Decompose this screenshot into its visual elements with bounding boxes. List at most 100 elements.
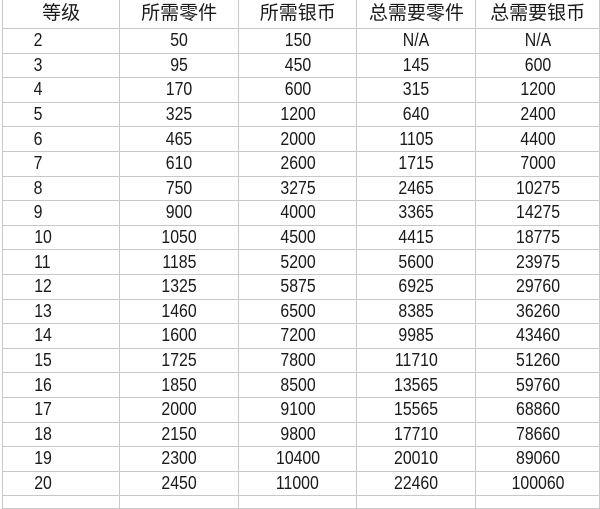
total-silver-cell: 7000 bbox=[475, 150, 600, 177]
level-cell-text: 15 bbox=[34, 350, 52, 371]
silver-cell-text: 5200 bbox=[280, 251, 316, 272]
parts-cell-text: 170 bbox=[165, 79, 193, 100]
header-level: 等级 bbox=[1, 0, 121, 29]
parts-cell-text: 95 bbox=[170, 54, 188, 75]
silver-cell-text: 4000 bbox=[280, 202, 316, 223]
table-row: 5 325 1200 640 2400 bbox=[1, 101, 600, 128]
silver-cell-text: 6500 bbox=[280, 300, 316, 321]
silver-cell-text: 7200 bbox=[280, 325, 316, 346]
level-cell-text: 2 bbox=[33, 30, 43, 51]
silver-cell-text: 4500 bbox=[280, 227, 316, 248]
silver-cell-text: 450 bbox=[284, 54, 311, 75]
total-parts-cell-text: 22460 bbox=[394, 472, 439, 493]
silver-cell: 10400 bbox=[237, 446, 358, 472]
total-parts-cell-text: 6925 bbox=[398, 276, 434, 297]
silver-cell: 5875 bbox=[237, 273, 358, 300]
parts-cell: 2000 bbox=[119, 396, 239, 423]
level-cell-text: 5 bbox=[33, 104, 43, 125]
table-row: 10 1050 4500 4415 18775 bbox=[1, 224, 600, 251]
total-parts-cell: 640 bbox=[356, 101, 477, 128]
total-parts-cell: 15565 bbox=[356, 396, 477, 423]
total-silver-cell: 10275 bbox=[475, 175, 600, 202]
level-cell-text: 8 bbox=[33, 177, 43, 198]
total-silver-cell: 68860 bbox=[475, 396, 600, 423]
total-silver-cell: 100060 bbox=[475, 470, 600, 497]
total-parts-cell: 2465 bbox=[356, 175, 477, 202]
level-cell-text: 12 bbox=[34, 276, 52, 297]
total-parts-cell: 1715 bbox=[356, 150, 477, 177]
level-cell-text: 20 bbox=[34, 472, 52, 493]
level-cell: 18 bbox=[1, 421, 121, 448]
level-cell: 4 bbox=[1, 77, 121, 103]
parts-cell: 2300 bbox=[119, 446, 239, 472]
parts-cell-text: 1050 bbox=[161, 227, 197, 248]
level-cell: 15 bbox=[1, 347, 121, 374]
parts-cell: 465 bbox=[119, 126, 239, 152]
level-cell: 12 bbox=[1, 273, 121, 300]
total-parts-cell: 20010 bbox=[356, 446, 477, 472]
level-cell-text: 19 bbox=[34, 448, 52, 469]
total-silver-cell: 4400 bbox=[475, 126, 600, 152]
level-cell: 11 bbox=[1, 249, 121, 275]
empty-cell bbox=[1, 495, 121, 509]
parts-cell-text: 465 bbox=[165, 128, 193, 149]
silver-cell-text: 9100 bbox=[280, 399, 316, 420]
total-parts-cell: 315 bbox=[356, 77, 477, 103]
table-row: 6 465 2000 1105 4400 bbox=[1, 126, 600, 152]
table-row: 14 1600 7200 9985 43460 bbox=[1, 323, 600, 349]
header-row: 等级 所需零件 所需银币 总需要零件 总需要银币 bbox=[1, 0, 600, 29]
parts-cell-text: 2150 bbox=[161, 423, 197, 444]
silver-cell-text: 8500 bbox=[280, 374, 316, 395]
parts-cell: 2150 bbox=[119, 421, 239, 448]
header-parts-required: 所需零件 bbox=[119, 0, 239, 29]
silver-cell: 9100 bbox=[237, 396, 358, 423]
silver-cell: 5200 bbox=[237, 249, 358, 275]
parts-cell-text: 1600 bbox=[161, 325, 197, 346]
level-cell: 20 bbox=[1, 470, 121, 497]
total-silver-cell-text: 78660 bbox=[515, 423, 560, 444]
silver-cell-text: 5875 bbox=[280, 276, 316, 297]
empty-cell bbox=[356, 495, 477, 509]
level-cell-text: 17 bbox=[34, 399, 52, 420]
table-row: 15 1725 7800 11710 51260 bbox=[1, 347, 600, 374]
total-parts-cell-text: 11710 bbox=[394, 350, 438, 371]
level-cell: 8 bbox=[1, 175, 121, 202]
empty-cell bbox=[119, 495, 239, 509]
parts-cell-text: 750 bbox=[165, 177, 193, 198]
level-cell: 5 bbox=[1, 101, 121, 128]
total-parts-cell: 8385 bbox=[356, 298, 477, 325]
total-parts-cell-text: 8385 bbox=[398, 300, 434, 321]
level-cell-text: 7 bbox=[33, 153, 43, 174]
total-silver-cell-text: 51260 bbox=[515, 350, 560, 371]
total-parts-cell-text: 2465 bbox=[398, 177, 434, 198]
silver-cell: 2600 bbox=[237, 150, 358, 177]
total-silver-cell: 1200 bbox=[475, 77, 600, 103]
total-silver-cell-text: 2400 bbox=[519, 104, 556, 125]
parts-cell-text: 2450 bbox=[161, 472, 197, 493]
total-silver-cell-text: 89060 bbox=[515, 448, 560, 469]
parts-cell: 1460 bbox=[119, 298, 239, 325]
level-cell: 10 bbox=[1, 224, 121, 251]
silver-cell: 6500 bbox=[237, 298, 358, 325]
silver-cell: 2000 bbox=[237, 126, 358, 152]
total-parts-cell-text: 640 bbox=[403, 104, 430, 125]
silver-cell: 8500 bbox=[237, 372, 358, 398]
empty-row bbox=[1, 495, 600, 509]
level-cell: 9 bbox=[1, 200, 121, 226]
level-cell: 3 bbox=[1, 52, 121, 79]
total-parts-cell: 22460 bbox=[356, 470, 477, 497]
parts-cell-text: 2000 bbox=[161, 399, 197, 420]
parts-cell-text: 50 bbox=[170, 30, 188, 51]
total-silver-cell-text: 36260 bbox=[515, 300, 560, 321]
silver-cell: 9800 bbox=[237, 421, 358, 448]
total-parts-cell: 3365 bbox=[356, 200, 477, 226]
table-row: 20 2450 11000 22460 100060 bbox=[1, 470, 600, 497]
parts-cell: 610 bbox=[119, 150, 239, 177]
table-row: 2 50 150 N/A N/A bbox=[1, 28, 600, 54]
table-row: 11 1185 5200 5600 23975 bbox=[1, 249, 600, 275]
silver-cell: 600 bbox=[237, 77, 358, 103]
total-silver-cell-text: 600 bbox=[524, 54, 551, 75]
level-cell-text: 18 bbox=[34, 423, 52, 444]
total-parts-cell: 6925 bbox=[356, 273, 477, 300]
parts-cell-text: 1325 bbox=[161, 276, 197, 297]
